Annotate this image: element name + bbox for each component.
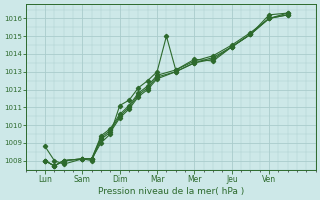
- X-axis label: Pression niveau de la mer( hPa ): Pression niveau de la mer( hPa ): [98, 187, 244, 196]
